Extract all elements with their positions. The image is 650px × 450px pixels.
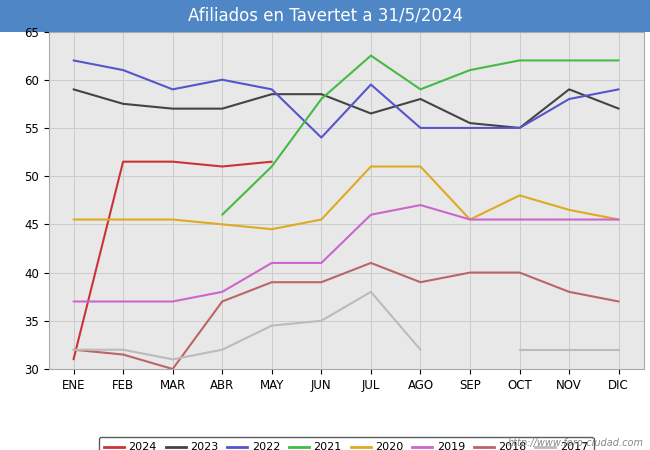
Legend: 2024, 2023, 2022, 2021, 2020, 2019, 2018, 2017: 2024, 2023, 2022, 2021, 2020, 2019, 2018… (99, 437, 593, 450)
Text: Afiliados en Tavertet a 31/5/2024: Afiliados en Tavertet a 31/5/2024 (187, 7, 463, 25)
Text: http://www.foro-ciudad.com: http://www.foro-ciudad.com (508, 438, 644, 448)
